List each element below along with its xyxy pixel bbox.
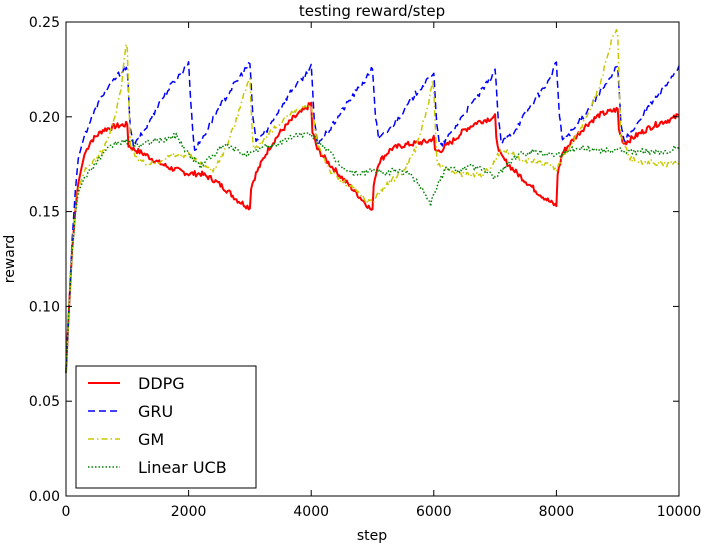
series-line-ddpg bbox=[65, 101, 680, 373]
series-line-gru bbox=[65, 61, 680, 373]
chart-title: testing reward/step bbox=[299, 2, 445, 20]
y-tick-label: 0.15 bbox=[29, 205, 60, 221]
y-tick-label: 0.00 bbox=[29, 489, 60, 505]
x-tick-label: 6000 bbox=[416, 504, 452, 520]
series-line-linear-ucb bbox=[65, 131, 680, 373]
y-tick-label: 0.10 bbox=[29, 299, 60, 315]
x-tick-label: 0 bbox=[62, 504, 71, 520]
legend-label: GM bbox=[138, 430, 164, 449]
legend-label: GRU bbox=[138, 402, 173, 421]
series-layer bbox=[65, 28, 680, 373]
x-axis-title: step bbox=[357, 528, 387, 544]
series-line-gm bbox=[65, 28, 680, 373]
legend-label: DDPG bbox=[138, 374, 185, 393]
plot-frame bbox=[65, 21, 680, 497]
y-tick-label: 0.20 bbox=[29, 110, 60, 126]
legend-label: Linear UCB bbox=[138, 458, 227, 477]
legend: DDPG GRU GM Linear UCB bbox=[75, 365, 257, 489]
x-tick-label: 2000 bbox=[171, 504, 207, 520]
x-tick-label: 10000 bbox=[657, 504, 702, 520]
y-tick-label: 0.05 bbox=[29, 394, 60, 410]
x-tick-label: 8000 bbox=[539, 504, 575, 520]
y-axis-title: reward bbox=[2, 235, 18, 284]
tick-layer: 0 2000 4000 6000 8000 10000 0.00 0.05 0.10 0.15 0.… bbox=[29, 15, 701, 520]
x-tick-label: 4000 bbox=[293, 504, 329, 520]
y-tick-label: 0.25 bbox=[29, 15, 60, 31]
